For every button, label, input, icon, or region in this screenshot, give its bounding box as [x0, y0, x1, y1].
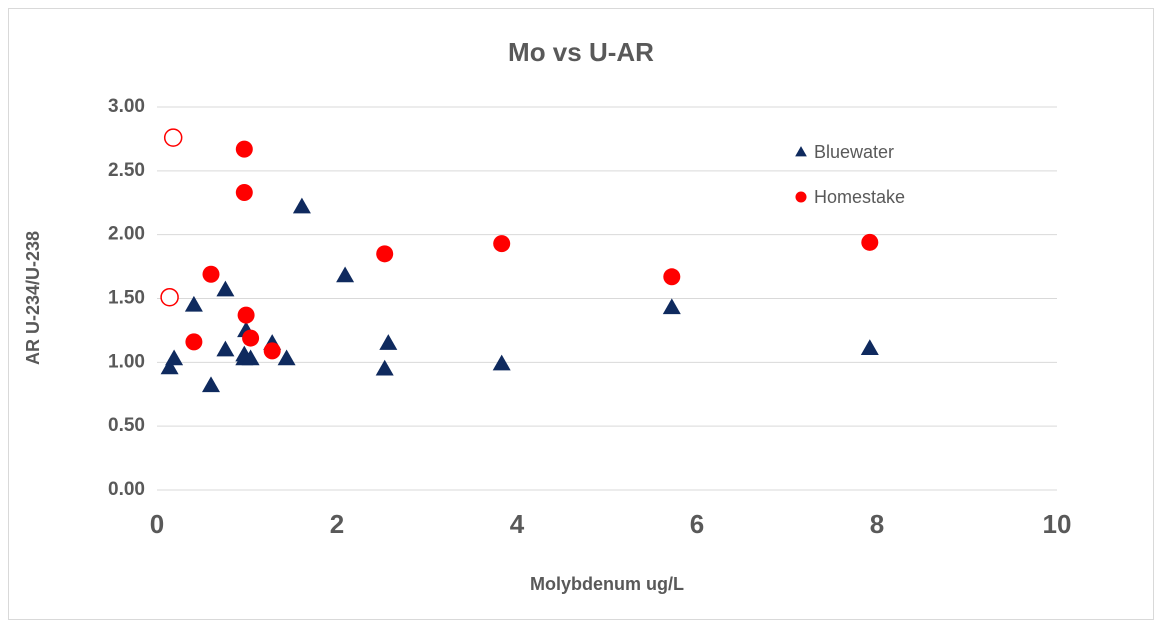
point	[235, 184, 253, 202]
x-axis-label: Molybdenum ug/L	[530, 574, 684, 594]
point	[235, 140, 253, 158]
point	[492, 354, 511, 371]
point	[202, 376, 220, 393]
y-tick-label: 2.00	[108, 224, 145, 245]
legend-marker	[795, 191, 807, 203]
point	[160, 358, 179, 375]
point	[376, 245, 394, 263]
point	[184, 295, 203, 312]
y-tick-label: 2.50	[108, 160, 145, 181]
point	[242, 329, 260, 347]
point	[336, 266, 355, 283]
point	[662, 298, 681, 315]
x-tick-label: 0	[150, 509, 164, 539]
point	[663, 268, 681, 286]
point	[263, 342, 281, 360]
point	[216, 340, 235, 357]
y-tick-label: 3.00	[108, 96, 145, 117]
point	[160, 287, 179, 307]
x-tick-label: 4	[510, 509, 525, 539]
point	[375, 359, 394, 376]
point	[163, 128, 183, 147]
point	[241, 349, 260, 366]
y-tick-label: 0.50	[108, 415, 145, 436]
legend-marker	[795, 146, 807, 157]
point	[185, 333, 203, 351]
y-tick-label: 1.00	[108, 351, 145, 372]
point	[202, 265, 220, 283]
point	[277, 349, 296, 366]
point	[292, 197, 311, 214]
chart-title: Mo vs U-AR	[508, 37, 654, 67]
x-tick-label: 8	[870, 509, 884, 539]
y-tick-label: 1.50	[108, 288, 145, 309]
point	[165, 349, 184, 366]
y-tick-label: 0.00	[108, 479, 145, 500]
legend-label: Bluewater	[814, 142, 894, 162]
x-tick-label: 2	[330, 509, 344, 539]
point	[861, 233, 879, 251]
point	[237, 306, 255, 324]
point	[493, 235, 511, 253]
legend-label: Homestake	[814, 187, 905, 207]
x-tick-label: 6	[690, 509, 704, 539]
point	[379, 334, 398, 350]
chart-frame	[8, 8, 1154, 620]
point	[860, 339, 879, 356]
point	[216, 280, 235, 297]
y-axis-label: AR U-234/U-238	[23, 231, 43, 365]
x-tick-label: 10	[1043, 509, 1072, 539]
